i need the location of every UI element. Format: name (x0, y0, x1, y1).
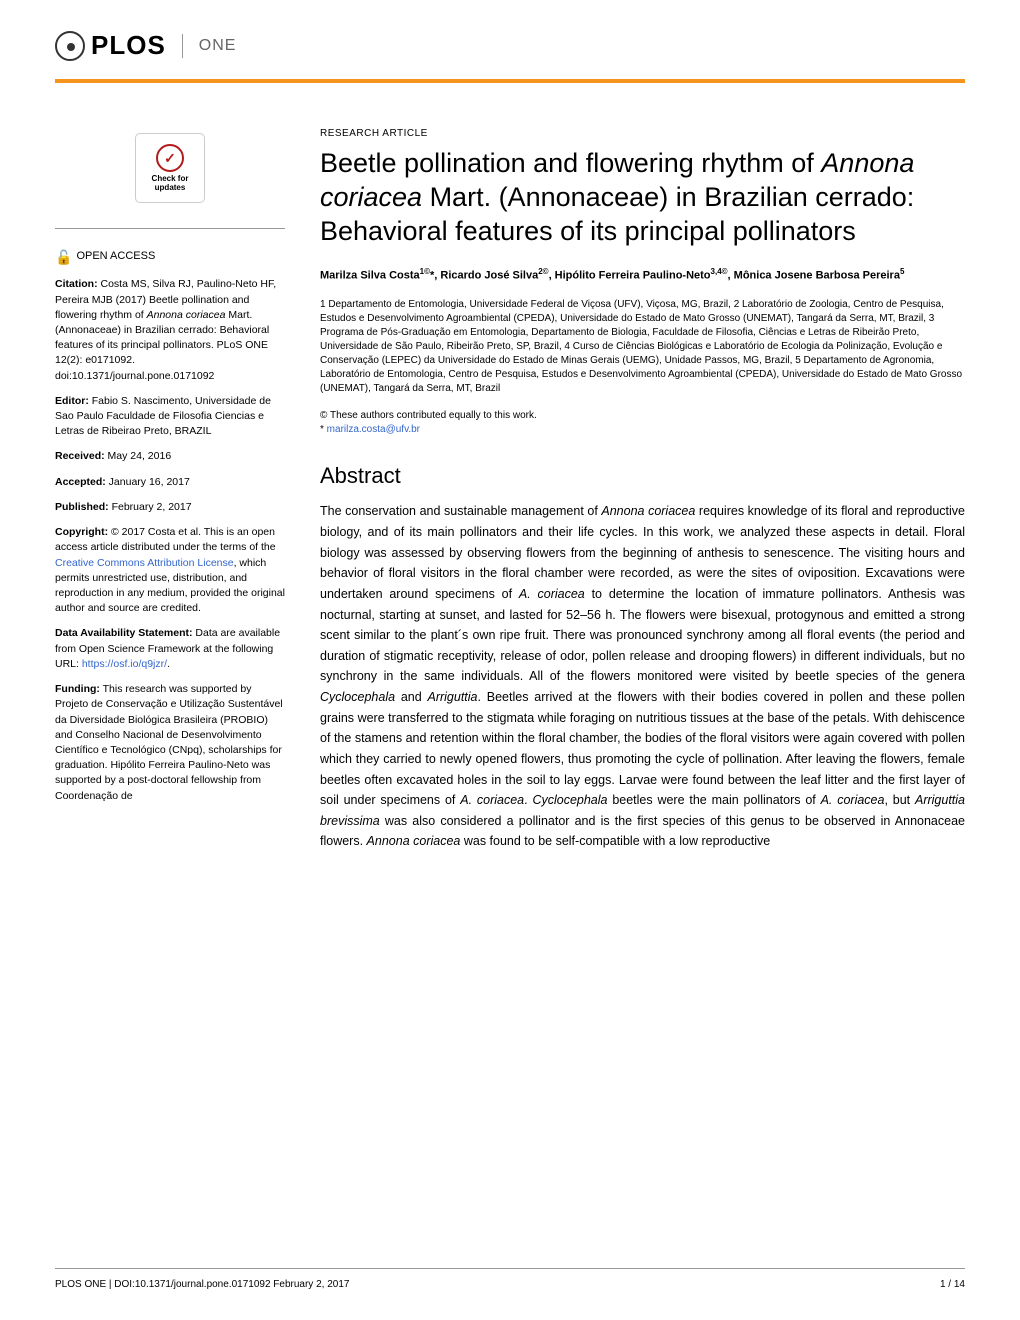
footer-right: 1 / 14 (940, 1279, 965, 1290)
received-text: May 24, 2016 (105, 450, 172, 462)
authors: Marilza Silva Costa1©*, Ricardo José Sil… (320, 266, 965, 284)
check-line2: updates (152, 184, 189, 193)
data-end: . (167, 658, 170, 670)
sidebar-divider (55, 228, 285, 229)
data-block: Data Availability Statement: Data are av… (55, 626, 285, 672)
published-block: Published: February 2, 2017 (55, 500, 285, 515)
plos-icon (55, 31, 85, 61)
email-link[interactable]: marilza.costa@ufv.br (327, 424, 420, 435)
plos-logo: PLOS (55, 30, 166, 61)
copyright-label: Copyright: (55, 526, 108, 538)
funding-text: This research was supported by Projeto d… (55, 683, 283, 802)
copyright-block: Copyright: © 2017 Costa et al. This is a… (55, 525, 285, 616)
content-area: Check for updates 🔓 OPEN ACCESS Citation… (0, 83, 1020, 852)
received-block: Received: May 24, 2016 (55, 449, 285, 464)
check-text: Check for updates (152, 175, 189, 193)
abstract-heading: Abstract (320, 463, 965, 489)
citation-block: Citation: Costa MS, Silva RJ, Paulino-Ne… (55, 277, 285, 384)
corresponding-email: * marilza.costa@ufv.br (320, 424, 965, 435)
email-prefix: * (320, 424, 327, 435)
accepted-label: Accepted: (55, 476, 106, 488)
page-header: PLOS ONE (0, 0, 1020, 61)
check-updates-badge[interactable]: Check for updates (135, 133, 205, 203)
affiliations: 1 Departamento de Entomologia, Universid… (320, 298, 965, 396)
accepted-block: Accepted: January 16, 2017 (55, 475, 285, 490)
footer-left: PLOS ONE | DOI:10.1371/journal.pone.0171… (55, 1279, 349, 1290)
logo-row: PLOS ONE (55, 30, 965, 61)
article-title: Beetle pollination and flowering rhythm … (320, 147, 965, 248)
data-link[interactable]: https://osf.io/q9jzr/ (82, 658, 167, 670)
check-icon (156, 144, 184, 172)
data-label: Data Availability Statement: (55, 627, 193, 639)
editor-block: Editor: Fabio S. Nascimento, Universidad… (55, 394, 285, 440)
contribution-note: © These authors contributed equally to t… (320, 410, 965, 421)
one-text: ONE (199, 37, 237, 55)
title-p1: Beetle pollination and flowering rhythm … (320, 148, 821, 178)
funding-block: Funding: This research was supported by … (55, 682, 285, 804)
main-column: RESEARCH ARTICLE Beetle pollination and … (320, 128, 965, 852)
accepted-text: January 16, 2017 (106, 476, 190, 488)
lock-icon: 🔓 (55, 247, 72, 267)
page-footer: PLOS ONE | DOI:10.1371/journal.pone.0171… (55, 1268, 965, 1290)
published-text: February 2, 2017 (109, 501, 192, 513)
editor-label: Editor: (55, 395, 89, 407)
plos-text: PLOS (91, 30, 166, 61)
open-access-row: 🔓 OPEN ACCESS (55, 247, 285, 267)
logo-divider (182, 34, 183, 58)
sidebar: Check for updates 🔓 OPEN ACCESS Citation… (55, 128, 285, 852)
abstract-text: The conservation and sustainable managem… (320, 501, 965, 852)
published-label: Published: (55, 501, 109, 513)
citation-italic: Annona coriacea (147, 309, 226, 321)
article-type: RESEARCH ARTICLE (320, 128, 965, 139)
received-label: Received: (55, 450, 105, 462)
copyright-link[interactable]: Creative Commons Attribution License (55, 557, 234, 569)
funding-label: Funding: (55, 683, 100, 695)
citation-label: Citation: (55, 278, 98, 290)
open-access-label: OPEN ACCESS (76, 249, 155, 265)
